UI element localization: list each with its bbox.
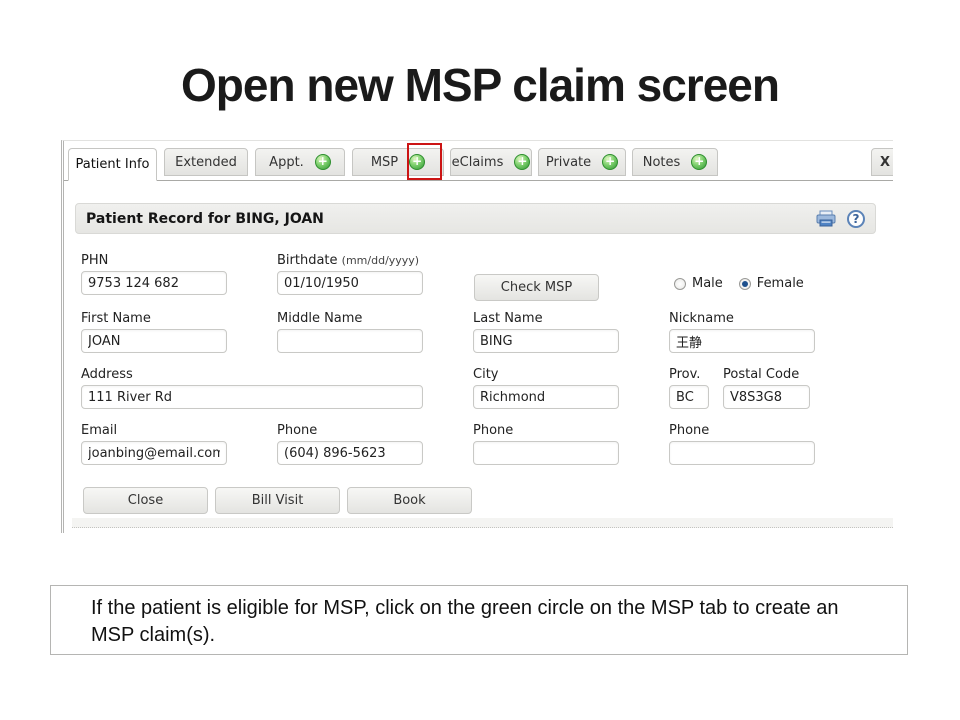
postal-code-field: Postal Code [723, 367, 810, 409]
prov-input[interactable] [669, 385, 709, 409]
address-label: Address [81, 367, 133, 382]
record-header-icons: ? [815, 209, 865, 228]
male-radio-option[interactable]: Male [674, 276, 723, 291]
appt-add-icon[interactable] [314, 154, 331, 170]
postal-code-input[interactable] [723, 385, 810, 409]
prov-field: Prov. [669, 367, 709, 409]
tab-label: Appt. [269, 154, 304, 170]
city-field: City [473, 367, 619, 409]
notes-add-icon[interactable] [691, 154, 708, 170]
address-input[interactable] [81, 385, 423, 409]
phn-field: PHN [81, 253, 227, 295]
msp-add-icon[interactable] [409, 154, 426, 170]
male-label: Male [692, 276, 723, 291]
address-field: Address [81, 367, 423, 409]
middle-name-label: Middle Name [277, 311, 363, 326]
phone3-label: Phone [669, 423, 710, 438]
printer-icon[interactable] [815, 210, 837, 228]
close-button[interactable]: Close [83, 487, 208, 514]
tab-label: Extended [175, 154, 237, 170]
eclaims-add-icon[interactable] [514, 154, 531, 170]
last-name-label: Last Name [473, 311, 543, 326]
tab-extended[interactable]: Extended [164, 148, 248, 176]
tab-label: Notes [642, 154, 681, 170]
help-icon[interactable]: ? [847, 209, 865, 228]
slide-title: Open new MSP claim screen [181, 59, 780, 111]
tab-label: Patient Info [75, 157, 150, 172]
email-field: Email [81, 423, 227, 465]
last-name-input[interactable] [473, 329, 619, 353]
phone1-label: Phone [277, 423, 318, 438]
app-screenshot: Patient Info Extended Appt. MSP eClaims … [61, 140, 893, 533]
bill-visit-button[interactable]: Bill Visit [215, 487, 340, 514]
phone3-input[interactable] [669, 441, 815, 465]
first-name-field: First Name [81, 311, 227, 353]
record-header: Patient Record for BING, JOAN ? [75, 203, 876, 234]
tab-label: MSP [370, 154, 399, 170]
gender-radio-group: Male Female [674, 276, 804, 291]
female-radio[interactable] [738, 277, 751, 290]
phone2-field: Phone [473, 423, 619, 465]
clipped-section-strip [72, 518, 893, 528]
birthdate-field: Birthdate (mm/dd/yyyy) [277, 253, 423, 295]
tab-label: X [880, 154, 891, 170]
postal-code-label: Postal Code [723, 367, 800, 382]
birthdate-label: Birthdate [277, 253, 338, 268]
middle-name-field: Middle Name [277, 311, 423, 353]
email-label: Email [81, 423, 118, 438]
tab-private[interactable]: Private [538, 148, 626, 176]
birthdate-format-hint: (mm/dd/yyyy) [341, 254, 420, 267]
tab-label: eClaims [451, 154, 504, 170]
first-name-label: First Name [81, 311, 151, 326]
tab-patient-info[interactable]: Patient Info [68, 148, 157, 181]
tab-notes[interactable]: Notes [632, 148, 718, 176]
tab-bar: Patient Info Extended Appt. MSP eClaims … [64, 141, 893, 181]
birthdate-input[interactable] [277, 271, 423, 295]
nickname-label: Nickname [669, 311, 734, 326]
tab-appt[interactable]: Appt. [255, 148, 345, 176]
city-label: City [473, 367, 499, 382]
nickname-field: Nickname [669, 311, 815, 353]
record-title: Patient Record for BING, JOAN [86, 210, 324, 227]
instruction-note: If the patient is eligible for MSP, clic… [50, 585, 908, 655]
book-button[interactable]: Book [347, 487, 472, 514]
city-input[interactable] [473, 385, 619, 409]
tab-msp[interactable]: MSP [352, 148, 444, 176]
male-radio[interactable] [674, 277, 686, 290]
female-radio-option[interactable]: Female [738, 276, 804, 291]
nickname-input[interactable] [669, 329, 815, 353]
tab-overflow[interactable]: X [871, 148, 893, 176]
first-name-input[interactable] [81, 329, 227, 353]
phn-input[interactable] [81, 271, 227, 295]
prov-label: Prov. [669, 367, 701, 382]
tab-label: Private [545, 154, 592, 170]
phone1-field: Phone [277, 423, 423, 465]
phone2-label: Phone [473, 423, 514, 438]
phone2-input[interactable] [473, 441, 619, 465]
phone1-input[interactable] [277, 441, 423, 465]
check-msp-button[interactable]: Check MSP [474, 274, 599, 301]
email-input[interactable] [81, 441, 227, 465]
female-label: Female [756, 276, 804, 291]
phn-label: PHN [81, 253, 109, 268]
middle-name-input[interactable] [277, 329, 423, 353]
last-name-field: Last Name [473, 311, 619, 353]
tab-eclaims[interactable]: eClaims [450, 148, 532, 176]
private-add-icon[interactable] [602, 154, 619, 170]
phone3-field: Phone [669, 423, 815, 465]
